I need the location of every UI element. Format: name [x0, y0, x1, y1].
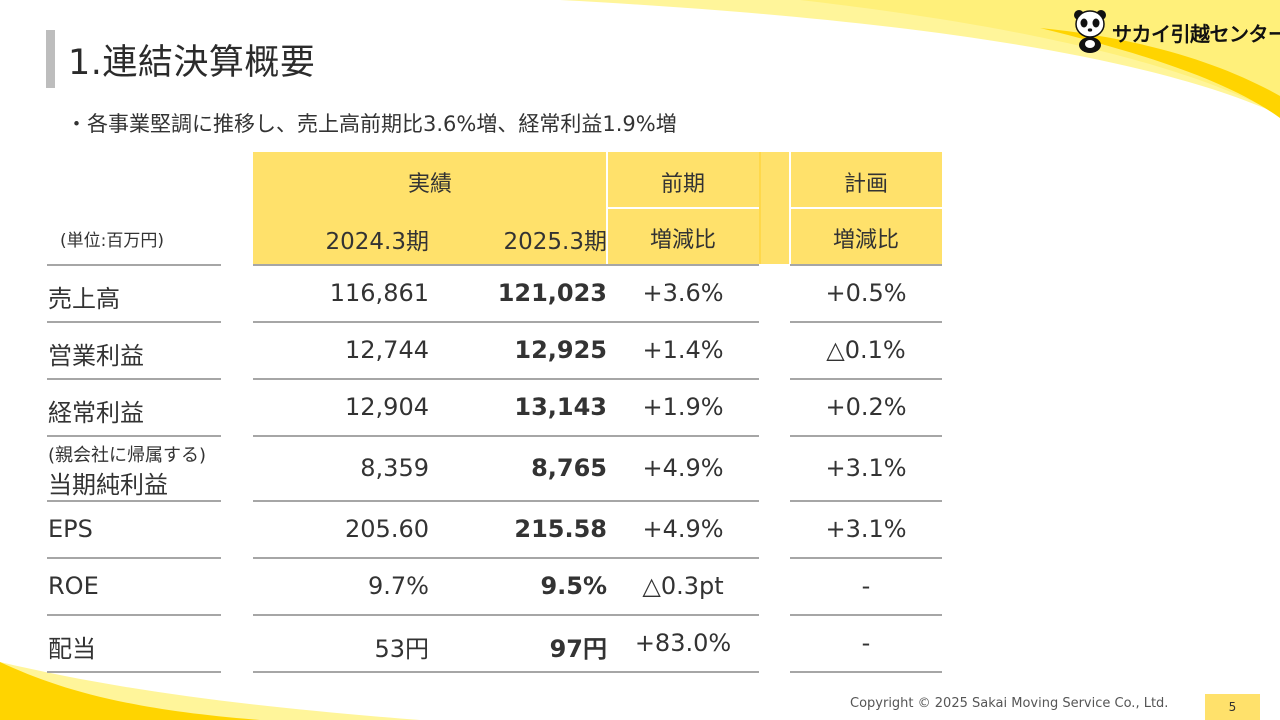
value-fy2025: 121,023 — [497, 278, 607, 307]
row-divider — [47, 500, 221, 502]
value-fy2025: 9.5% — [540, 571, 607, 600]
row-divider — [253, 614, 759, 616]
page-number: 5 — [1228, 700, 1237, 714]
value-plan-change: - — [861, 571, 871, 600]
row-divider — [47, 378, 221, 380]
value-prev-change: △0.3pt — [642, 571, 724, 600]
row-divider — [47, 435, 221, 437]
value-plan-change: +0.5% — [825, 278, 907, 307]
row-divider — [253, 500, 759, 502]
value-fy2025: 8,765 — [531, 453, 607, 482]
value-plan-change: +0.2% — [825, 392, 907, 421]
row-label: 当期純利益 — [48, 471, 168, 499]
value-plan-change: +3.1% — [825, 514, 907, 543]
row-divider — [790, 321, 942, 323]
header-actual: 実績 — [407, 172, 452, 197]
row-divider — [47, 671, 221, 673]
row-divider — [790, 614, 942, 616]
row-divider — [253, 435, 759, 437]
row-divider — [47, 557, 221, 559]
value-plan-change: △0.1% — [826, 335, 906, 364]
row-divider — [253, 264, 759, 266]
logo-wordmark: サカイ引越センター — [1112, 22, 1280, 46]
header-fy2025: 2025.3期 — [503, 229, 607, 255]
value-fy2025: 97円 — [549, 634, 607, 663]
value-fy2025: 13,143 — [514, 392, 607, 421]
header-divider — [790, 207, 942, 209]
row-label: EPS — [48, 514, 93, 543]
value-fy2024: 12,744 — [345, 335, 429, 364]
value-fy2025: 215.58 — [514, 514, 607, 543]
row-label: ROE — [48, 571, 99, 600]
header-prev-change: 増減比 — [649, 228, 716, 253]
row-divider — [790, 264, 942, 266]
header-plan: 計画 — [843, 172, 888, 197]
row-divider — [790, 671, 942, 673]
header-vertical-divider — [606, 152, 608, 264]
header-vertical-divider — [759, 152, 761, 264]
row-divider — [790, 500, 942, 502]
value-plan-change: +3.1% — [825, 453, 907, 482]
row-divider — [790, 435, 942, 437]
row-divider — [47, 264, 221, 266]
row-divider — [253, 557, 759, 559]
company-logo: サカイ引越センター — [1072, 8, 1280, 56]
row-divider — [253, 321, 759, 323]
value-fy2024: 205.60 — [345, 514, 429, 543]
value-prev-change: +83.0% — [634, 628, 732, 657]
row-label: 経常利益 — [48, 398, 144, 427]
row-divider — [47, 321, 221, 323]
row-divider — [253, 671, 759, 673]
value-fy2025: 12,925 — [514, 335, 607, 364]
panda-icon — [1074, 10, 1106, 53]
value-prev-change: +1.9% — [642, 392, 724, 421]
header-actual-bg — [253, 152, 607, 264]
row-label-prefix: (親会社に帰属する) — [48, 445, 207, 466]
value-fy2024: 53円 — [374, 634, 429, 663]
row-label: 配当 — [48, 634, 96, 663]
header-plan-change: 増減比 — [832, 228, 899, 253]
value-fy2024: 9.7% — [368, 571, 429, 600]
value-prev-change: +4.9% — [642, 514, 724, 543]
page-number-box: 5 — [1205, 694, 1260, 720]
copyright-text: Copyright © 2025 Sakai Moving Service Co… — [850, 696, 1169, 711]
row-divider — [253, 378, 759, 380]
value-plan-change: - — [861, 628, 871, 657]
unit-label: (単位:百万円) — [60, 231, 164, 251]
header-previous: 前期 — [660, 172, 705, 197]
row-divider — [790, 557, 942, 559]
value-fy2024: 8,359 — [360, 453, 429, 482]
header-divider — [607, 207, 759, 209]
value-prev-change: +4.9% — [642, 453, 724, 482]
value-prev-change: +1.4% — [642, 335, 724, 364]
value-prev-change: +3.6% — [642, 278, 724, 307]
title-accent-bar — [46, 30, 55, 88]
row-label: 営業利益 — [48, 341, 144, 370]
value-fy2024: 12,904 — [345, 392, 429, 421]
row-label: 売上高 — [48, 284, 120, 313]
row-divider — [47, 614, 221, 616]
value-fy2024: 116,861 — [329, 278, 429, 307]
header-fy2024: 2024.3期 — [325, 229, 429, 255]
row-divider — [790, 378, 942, 380]
page-title: 1.連結決算概要 — [68, 43, 316, 83]
page-subtitle: ・各事業堅調に推移し、売上高前期比3.6%増、経常利益1.9%増 — [66, 112, 677, 136]
header-vertical-divider — [789, 152, 791, 264]
